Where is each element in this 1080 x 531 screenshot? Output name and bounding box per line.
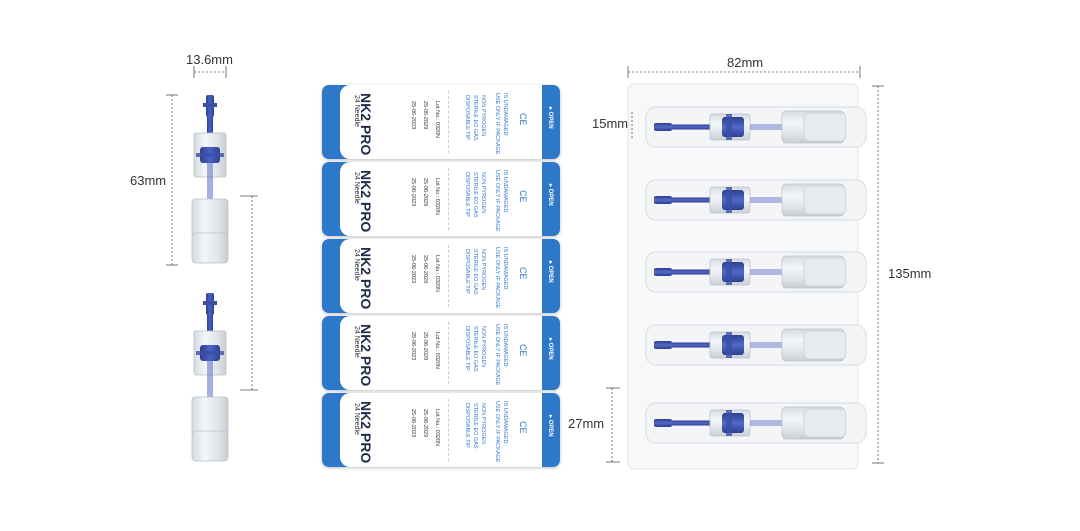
label-date-manufactured: 25-06-2023 (410, 332, 416, 361)
label-brand: NK2 PRO (358, 93, 374, 156)
label-date-manufactured: 25-06-2023 (410, 178, 416, 207)
label-open: ▸ OPEN (547, 184, 553, 206)
label-open: ▸ OPEN (547, 415, 553, 437)
label-lot: Lot No.: 0320N (434, 101, 440, 138)
label-date-manufactured: 25-06-2023 (410, 409, 416, 438)
vertical-cartridge-top (191, 94, 229, 264)
label-ce-mark: CE (518, 421, 528, 434)
label-warning-2: IS UNDAMAGED (502, 247, 508, 290)
label-warning-1: USE ONLY IF PACKAGE (494, 401, 500, 463)
label-sterile-1: DISPOSABLE TIP (464, 249, 470, 294)
vertical-cartridge-bottom (191, 292, 229, 462)
label-brand: NK2 PRO (358, 170, 374, 233)
label-warning-1: USE ONLY IF PACKAGE (494, 93, 500, 155)
label-stack: NK2 PRO 24 Needle 25-06-2023 25-06-2029 … (322, 85, 562, 470)
package-label: NK2 PRO 24 Needle 25-06-2023 25-06-2029 … (322, 85, 560, 159)
label-brand: NK2 PRO (358, 247, 374, 310)
package-label: NK2 PRO 24 Needle 25-06-2023 25-06-2029 … (322, 316, 560, 390)
dim-blister-width: 82mm (727, 55, 764, 70)
label-sterile-3: NON PYROGEN (480, 403, 486, 445)
label-warning-1: USE ONLY IF PACKAGE (494, 324, 500, 386)
label-brand: NK2 PRO (358, 401, 374, 464)
label-date-manufactured: 25-06-2023 (410, 255, 416, 284)
label-lot: Lot No.: 0320N (434, 178, 440, 215)
label-sterile-2: STERILE EO GAS (472, 95, 478, 141)
label-sterile-3: NON PYROGEN (480, 95, 486, 137)
package-label: NK2 PRO 24 Needle 25-06-2023 25-06-2029 … (322, 162, 560, 236)
label-warning-1: USE ONLY IF PACKAGE (494, 170, 500, 232)
label-open: ▸ OPEN (547, 261, 553, 283)
dimension-lines-left (166, 66, 258, 391)
label-ce-mark: CE (518, 190, 528, 203)
package-label: NK2 PRO 24 Needle 25-06-2023 25-06-2029 … (322, 393, 560, 467)
label-sterile-3: NON PYROGEN (480, 249, 486, 291)
label-warning-2: IS UNDAMAGED (502, 324, 508, 367)
dim-single-blister-height: 27mm (568, 416, 605, 431)
label-warning-2: IS UNDAMAGED (502, 170, 508, 213)
dimension-lines-right (606, 66, 884, 464)
label-date-expiry: 25-06-2029 (422, 332, 428, 361)
label-date-expiry: 25-06-2029 (422, 409, 428, 438)
label-date-expiry: 25-06-2029 (422, 178, 428, 207)
label-open: ▸ OPEN (547, 107, 553, 129)
label-date-manufactured: 25-06-2023 (410, 101, 416, 130)
label-sterile-1: DISPOSABLE TIP (464, 403, 470, 448)
label-ce-mark: CE (518, 344, 528, 357)
label-needle: 24 Needle (353, 403, 360, 435)
label-sterile-2: STERILE EO GAS (472, 172, 478, 218)
label-needle: 24 Needle (353, 249, 360, 281)
label-warning-2: IS UNDAMAGED (502, 93, 508, 136)
label-sterile-1: DISPOSABLE TIP (464, 95, 470, 140)
label-sterile-1: DISPOSABLE TIP (464, 326, 470, 371)
package-label: NK2 PRO 24 Needle 25-06-2023 25-06-2029 … (322, 239, 560, 313)
label-sterile-3: NON PYROGEN (480, 172, 486, 214)
label-warning-1: USE ONLY IF PACKAGE (494, 247, 500, 309)
label-sterile-2: STERILE EO GAS (472, 326, 478, 372)
label-date-expiry: 25-06-2029 (422, 255, 428, 284)
dim-tip-length: 15mm (592, 116, 629, 131)
label-sterile-3: NON PYROGEN (480, 326, 486, 368)
label-lot: Lot No.: 0320N (434, 255, 440, 292)
blister-tray (627, 83, 867, 470)
dim-cartridge-width: 13.6mm (186, 52, 233, 67)
label-lot: Lot No.: 0320N (434, 409, 440, 446)
label-sterile-2: STERILE EO GAS (472, 249, 478, 295)
label-needle: 24 Needle (353, 326, 360, 358)
label-brand: NK2 PRO (358, 324, 374, 387)
label-sterile-2: STERILE EO GAS (472, 403, 478, 449)
label-date-expiry: 25-06-2029 (422, 101, 428, 130)
label-needle: 24 Needle (353, 95, 360, 127)
label-sterile-1: DISPOSABLE TIP (464, 172, 470, 217)
dim-cartridge-length: 63mm (130, 173, 167, 188)
label-ce-mark: CE (518, 113, 528, 126)
label-needle: 24 Needle (353, 172, 360, 204)
dim-blister-height: 135mm (888, 266, 932, 281)
label-warning-2: IS UNDAMAGED (502, 401, 508, 444)
label-lot: Lot No.: 0320N (434, 332, 440, 369)
label-open: ▸ OPEN (547, 338, 553, 360)
label-ce-mark: CE (518, 267, 528, 280)
